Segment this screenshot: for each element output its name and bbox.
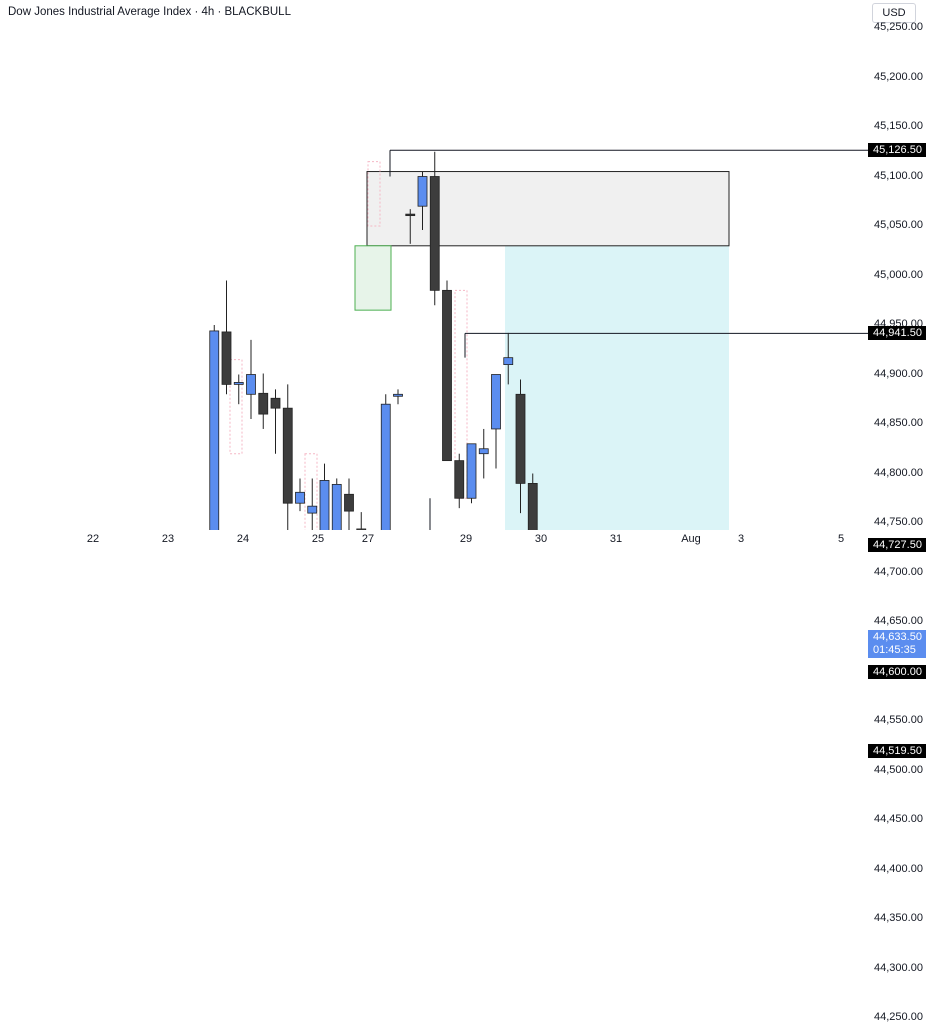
candle-body (331, 483, 342, 530)
candle-body (466, 443, 477, 499)
price-tick: 44,800.00 (874, 466, 923, 479)
candle-body (429, 176, 440, 291)
candle-body (356, 528, 367, 530)
candle-body (380, 403, 391, 530)
price-tick: 45,250.00 (874, 21, 923, 33)
candle-body (209, 330, 220, 530)
candle-body (515, 393, 526, 484)
time-label: 31 (609, 533, 623, 545)
time-label: Aug (681, 533, 701, 545)
price-tick: 45,200.00 (874, 70, 923, 83)
candle-body (344, 493, 354, 512)
price-tick: 44,700.00 (874, 565, 923, 578)
chart-area[interactable]: Dow Jones Industrial Average Index · 4h … (0, 0, 868, 530)
price-tick: 44,900.00 (874, 367, 923, 380)
candle-body (527, 482, 538, 530)
time-label: 3 (737, 533, 745, 545)
price-level-tag: 44,941.50 (868, 326, 926, 341)
candle-body (417, 176, 428, 207)
price-tick: 45,100.00 (874, 169, 923, 182)
price-level-tag: 44,727.50 (868, 538, 926, 553)
countdown: 01:45:35 (873, 644, 916, 657)
highlight-box (367, 161, 381, 227)
time-label: 24 (236, 533, 250, 545)
price-tick: 44,850.00 (874, 417, 923, 429)
candle-body (405, 213, 416, 217)
candle-body (258, 392, 269, 415)
price-level-tag: 44,519.50 (868, 744, 926, 759)
candle-body (503, 357, 514, 366)
candle-body (491, 374, 501, 430)
price-tick: 44,750.00 (874, 516, 923, 528)
time-label: 23 (161, 533, 175, 545)
price-tick: 44,550.00 (874, 714, 923, 726)
candle-body (442, 289, 452, 462)
time-label: 29 (459, 533, 473, 545)
price-tick: 44,250.00 (874, 1011, 923, 1023)
target-zone (505, 245, 729, 530)
price-level-tag: 45,126.50 (868, 143, 926, 158)
demand-zone (354, 245, 392, 311)
price-tick: 44,400.00 (874, 862, 923, 875)
currency-button[interactable]: USD (872, 3, 916, 23)
price-tick: 44,500.00 (874, 763, 923, 776)
price-axis[interactable]: USD 45,250.00 45,200.00 45,150.00 45,100.00… (868, 0, 932, 1023)
candle-body (393, 393, 403, 397)
candle-body (295, 491, 305, 504)
price-tick: 44,450.00 (874, 813, 923, 825)
candlestick-chart[interactable] (0, 0, 868, 530)
candle-body (319, 480, 330, 530)
price-tick: 44,350.00 (874, 912, 923, 924)
price-tick: 44,650.00 (874, 615, 923, 627)
price-tick: 44,300.00 (874, 961, 923, 974)
time-label: 25 (311, 533, 325, 545)
price-tick: 45,150.00 (874, 120, 923, 132)
candle-body (270, 397, 281, 409)
time-label: 22 (86, 533, 100, 545)
time-axis[interactable]: 22 23 24 25 27 29 30 31 Aug 3 5 (0, 530, 868, 550)
candle-body (282, 407, 293, 504)
price-level-tag: 44,600.00 (868, 664, 926, 679)
time-label: 5 (837, 533, 845, 545)
time-label: 30 (534, 533, 548, 545)
candle-body (246, 374, 256, 395)
candle-body (221, 331, 232, 385)
candle-body (233, 382, 244, 385)
candle-body (478, 448, 489, 455)
highlight-box (229, 359, 243, 455)
price-tick: 45,050.00 (874, 219, 923, 231)
chart-title: Dow Jones Industrial Average Index · 4h … (8, 6, 291, 18)
time-label: 27 (361, 533, 375, 545)
candle-body (454, 460, 465, 499)
highlight-box (304, 453, 318, 530)
last-price-tag: 44,633.50 01:45:35 (868, 630, 926, 659)
price-tick: 45,000.00 (874, 268, 923, 281)
candle-body (307, 505, 318, 514)
